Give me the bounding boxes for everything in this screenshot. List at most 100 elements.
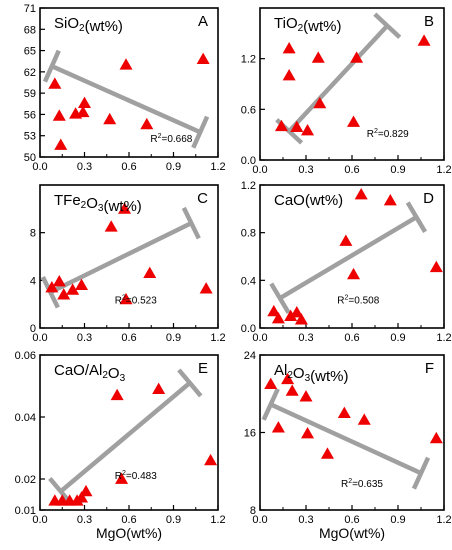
x-tick-label: 0.9	[166, 161, 181, 173]
y-tick-label: 24	[244, 350, 256, 362]
y-tick-label: 0.06	[15, 350, 36, 362]
r-squared-power: 2	[348, 478, 352, 485]
trend-line	[278, 215, 418, 301]
trend-cap-end	[181, 206, 201, 240]
r-squared-value: =0.508	[348, 296, 379, 307]
data-point	[45, 280, 59, 293]
data-point	[301, 123, 315, 136]
data-point	[54, 138, 68, 150]
x-tick-label: 1.2	[210, 514, 225, 526]
data-point	[347, 267, 361, 280]
x-tick-label: 0.3	[298, 164, 313, 176]
y-tick-label: 0.0	[241, 155, 256, 167]
data-point	[301, 426, 315, 439]
x-tick-label: 0.9	[166, 332, 181, 344]
data-point	[196, 52, 210, 64]
panel-title-f: Al2O3(wt%)	[274, 362, 348, 385]
trend-cap-end	[177, 368, 203, 398]
panel-title-d: CaO(wt%)	[274, 192, 343, 209]
data-point	[274, 119, 288, 132]
trend-line	[50, 64, 202, 135]
y-tick-label: 1.2	[241, 180, 256, 192]
x-tick-label: 1.2	[436, 164, 451, 176]
r-squared-symbol: R	[115, 296, 122, 307]
y-tick-label: 8	[250, 505, 256, 517]
y-tick-label: 0.4	[241, 275, 256, 287]
r-squared-symbol: R	[367, 129, 374, 140]
x-tick-label: 0.6	[344, 332, 359, 344]
data-point	[264, 377, 278, 389]
data-point	[76, 105, 90, 118]
r-squared-power: 2	[122, 295, 126, 302]
panel-title-a: SiO2(wt%)	[54, 15, 123, 35]
y-tick-label: 62	[24, 67, 36, 79]
trend-cap-start	[261, 388, 280, 421]
x-tick-label: 1.2	[210, 161, 225, 173]
panels: 0.0 0.3 0.6 0.9 1.25053565962656871SiO2(wt%)…	[15, 3, 452, 526]
y-tick-label: 56	[24, 109, 36, 121]
title-segment: 2	[81, 200, 87, 211]
y-tick-label: 71	[24, 3, 36, 15]
y-tick-label: 0.02	[15, 474, 36, 486]
data-point	[115, 472, 129, 484]
data-point	[119, 58, 133, 70]
y-tick-label: 0.01	[15, 505, 36, 517]
data-point	[285, 384, 299, 396]
title-segment: CaO/Al	[54, 362, 102, 379]
x-axis-label-right: MgO(wt%)	[319, 525, 385, 541]
title-segment: O	[293, 365, 305, 382]
trend-cap-start	[42, 49, 61, 83]
panel-e: 0.0 0.3 0.6 0.9 1.20.010.020.040.06CaO/Al2O3…	[15, 350, 226, 526]
r-squared-power: 2	[122, 470, 126, 477]
data-point	[383, 193, 397, 206]
title-segment: (wt%)	[85, 18, 123, 35]
data-point	[110, 388, 124, 401]
trend-cap-start	[269, 282, 291, 314]
data-point	[320, 447, 334, 459]
data-point	[281, 372, 295, 385]
data-point	[204, 453, 218, 466]
data-point	[78, 96, 91, 108]
panel-letter-c: C	[197, 190, 208, 207]
x-tick-label: 0.6	[121, 161, 136, 173]
title-segment: CaO(wt%)	[274, 192, 343, 209]
data-point	[79, 484, 93, 497]
x-tick-label: 0.3	[77, 514, 92, 526]
data-point	[119, 292, 133, 305]
y-tick-label: 4	[30, 275, 36, 287]
x-tick-label: 0.9	[390, 164, 405, 176]
data-point	[282, 42, 296, 54]
data-point	[104, 220, 118, 232]
title-segment: 2	[79, 23, 85, 34]
data-point	[339, 234, 353, 246]
data-point	[282, 69, 296, 81]
r-squared-value: =0.829	[378, 129, 409, 140]
r-squared-value: =0.668	[162, 134, 193, 145]
title-segment: (wt%)	[303, 18, 341, 35]
title-segment: 3	[98, 203, 104, 214]
x-tick-label: 0.9	[390, 332, 405, 344]
trend-line	[59, 381, 192, 494]
panel-letter-f: F	[425, 360, 434, 377]
y-tick-label: 65	[24, 46, 36, 58]
trend-line	[287, 24, 389, 133]
panel-title-b: TiO2(wt%)	[274, 15, 342, 35]
data-point	[57, 288, 71, 300]
data-point	[271, 311, 285, 324]
data-point	[417, 34, 431, 46]
trend-line	[269, 402, 422, 476]
y-tick-label: 0	[30, 323, 36, 335]
trend-cap-end	[405, 201, 428, 233]
x-tick-label: 0.6	[344, 164, 359, 176]
x-tick-label: 0.0	[252, 514, 267, 526]
data-point	[299, 390, 313, 402]
title-segment: (wt%)	[103, 198, 141, 215]
x-tick-label: 0.6	[344, 514, 359, 526]
x-tick-label: 1.2	[210, 332, 225, 344]
panel-letter-a: A	[198, 13, 208, 30]
x-tick-label: 0.3	[298, 514, 313, 526]
y-tick-label: 0.6	[241, 104, 256, 116]
r-squared-e: R2=0.483	[115, 470, 157, 482]
